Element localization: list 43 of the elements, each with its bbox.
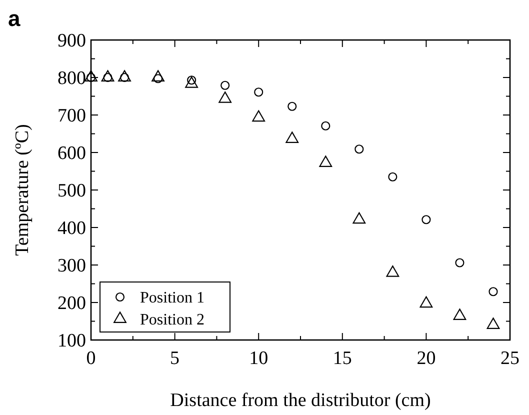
point: [218, 92, 232, 103]
x-tick-label: 10: [249, 348, 268, 369]
point: [422, 215, 431, 224]
point: [220, 80, 230, 90]
x-tick-label: 20: [416, 348, 436, 369]
point: [455, 258, 464, 268]
point: [185, 76, 198, 88]
x-tick-label: 0: [86, 348, 96, 369]
y-tick-label: 400: [58, 218, 86, 240]
y-tick-label: 900: [58, 30, 86, 52]
y-tick-label: 200: [58, 293, 86, 314]
point: [388, 172, 398, 182]
legend-label: Position 2: [140, 312, 204, 329]
point: [488, 287, 498, 296]
point: [486, 318, 500, 329]
chart-title: a: [8, 6, 21, 31]
y-tick-label: 500: [58, 180, 86, 202]
point: [254, 88, 264, 97]
x-tick-label: 25: [500, 348, 520, 369]
y-tick-label: 100: [58, 330, 86, 352]
point: [420, 296, 433, 308]
point: [286, 132, 299, 143]
point: [118, 70, 131, 82]
point: [84, 70, 98, 82]
point: [321, 121, 330, 130]
legend-label: Position 1: [140, 290, 204, 307]
point: [453, 308, 466, 320]
y-tick-label: 300: [58, 256, 86, 277]
y-tick-label: 800: [58, 68, 86, 90]
y-tick-label: 700: [58, 106, 86, 127]
point: [386, 266, 400, 277]
point: [319, 156, 332, 167]
x-tick-label: 5: [170, 348, 180, 369]
point: [288, 102, 297, 111]
point: [152, 70, 164, 82]
y-tick-label: 600: [58, 143, 86, 164]
x-axis-title: Distance from the distributor (cm): [170, 390, 431, 411]
y-axis-title: Temperature (ºC): [12, 124, 33, 256]
point: [354, 144, 364, 154]
point: [352, 212, 366, 224]
point: [101, 70, 114, 82]
point: [252, 110, 266, 122]
x-tick-label: 15: [332, 348, 352, 369]
